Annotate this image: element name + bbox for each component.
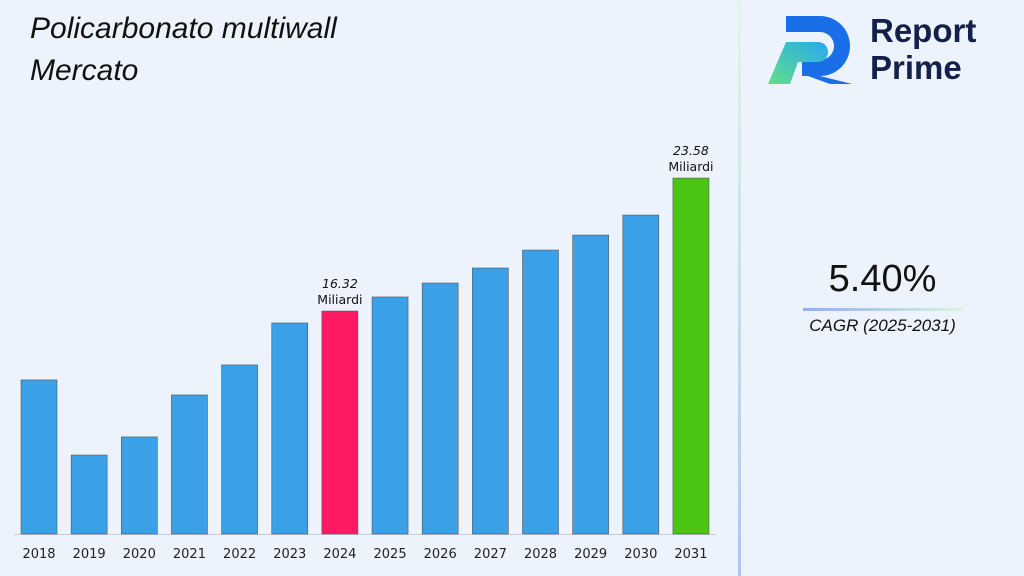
bar-2021 [171, 394, 208, 535]
data-label-unit: Miliardi [668, 159, 713, 174]
data-label-unit: Miliardi [317, 292, 362, 307]
bar-2024 [321, 310, 359, 535]
bar-2018 [20, 379, 58, 535]
x-tick-label: 2019 [73, 547, 106, 562]
bar-2026 [421, 282, 459, 535]
report-prime-logo-icon [768, 16, 852, 84]
x-tick-label: 2018 [22, 547, 55, 562]
x-tick-label: 2021 [173, 547, 206, 562]
cagr-label: CAGR (2025-2031) [809, 316, 956, 335]
x-tick-label: 2028 [524, 547, 557, 562]
bar-2023 [271, 322, 309, 535]
data-label-value: 16.32 [322, 276, 358, 291]
x-tick-label: 2024 [323, 547, 356, 562]
bar-2031 [672, 177, 710, 535]
x-tick-label: 2025 [374, 547, 407, 562]
bar-2030 [622, 214, 660, 535]
data-label-value: 23.58 [673, 143, 709, 158]
bar-chart: 2018 2019 2020 2021 2022 2023 202416.32Miliard… [14, 143, 716, 562]
chart-title: Policarbonato multiwall Mercato [30, 12, 337, 87]
x-tick-label: 2023 [273, 547, 306, 562]
divider [738, 0, 741, 576]
bar-2028 [522, 249, 559, 535]
x-tick-label: 2020 [123, 547, 156, 562]
bar-2025 [371, 296, 409, 535]
bar-2019 [70, 454, 108, 535]
cagr-value: 5.40% [828, 258, 937, 300]
cagr-underline [803, 308, 963, 311]
logo-line2: Prime [870, 49, 962, 86]
logo-text: Report Prime [870, 12, 976, 86]
bar-2027 [472, 267, 509, 535]
bar-2020 [121, 436, 158, 535]
x-tick-label: 2026 [424, 547, 457, 562]
logo-line1: Report [870, 12, 977, 49]
x-tick-label: 2027 [474, 547, 507, 562]
x-tick-label: 2031 [674, 547, 707, 562]
bar-2029 [572, 234, 609, 535]
x-tick-label: 2030 [624, 547, 657, 562]
x-tick-label: 2029 [574, 547, 607, 562]
bar-2022 [221, 364, 258, 535]
x-tick-label: 2022 [223, 547, 256, 562]
